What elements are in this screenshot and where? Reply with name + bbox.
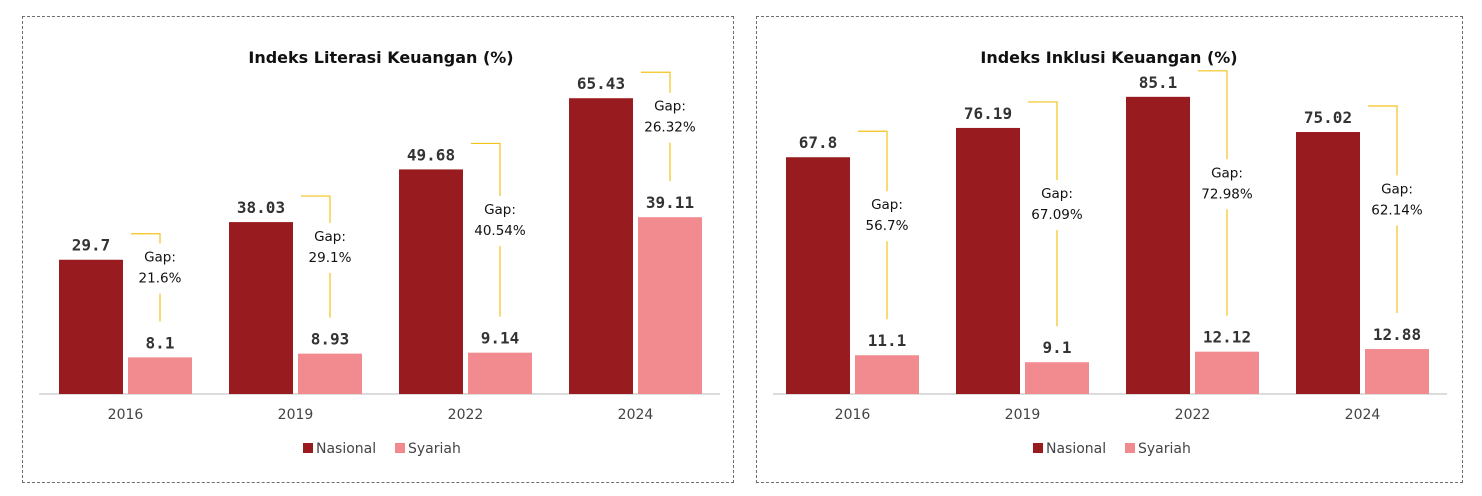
data-label-syariah-2016: 11.1 [868, 331, 907, 350]
bar-nasional-2022 [1126, 96, 1190, 395]
literasi-chart-panel: Indeks Literasi Keuangan (%) 29.7 8.1 Gap: 2… [22, 16, 734, 483]
bar-syariah-2016 [855, 355, 919, 394]
data-label-nasional-2022: 85.1 [1139, 73, 1178, 92]
legend-label-syariah: Syariah [408, 441, 461, 457]
data-label-syariah-2019: 8.93 [311, 330, 350, 349]
gap-title-2024: Gap: [1381, 182, 1413, 198]
gap-value-2016: 56.7% [866, 218, 909, 234]
legend-swatch-nasional [303, 443, 313, 453]
gap-bracket-top-2019 [301, 195, 331, 223]
bar-nasional-2022 [399, 169, 463, 394]
x-tick-label-2022: 2022 [1175, 407, 1211, 423]
bar-syariah-2024 [1365, 349, 1429, 394]
gap-title-2019: Gap: [314, 229, 346, 245]
data-label-nasional-2024: 75.02 [1304, 108, 1352, 127]
x-tick-label-2024: 2024 [1345, 407, 1381, 423]
gap-value-2022: 40.54% [474, 223, 526, 239]
legend-swatch-nasional [1033, 443, 1043, 453]
gap-title-2022: Gap: [1211, 165, 1243, 181]
x-tick-label-2016: 2016 [108, 407, 144, 423]
bar-syariah-2019 [298, 353, 362, 394]
gap-title-2022: Gap: [484, 202, 516, 218]
inklusi-chart: Indeks Inklusi Keuangan (%) 67.8 11.1 Gap: 5… [773, 48, 1447, 457]
data-label-syariah-2024: 12.88 [1373, 325, 1421, 344]
inklusi-chart-panel: Indeks Inklusi Keuangan (%) 67.8 11.1 Gap: 5… [756, 16, 1463, 483]
gap-bracket-top-2016 [858, 130, 888, 192]
gap-title-2019: Gap: [1041, 186, 1073, 202]
legend-label-nasional: Nasional [1046, 441, 1106, 457]
bar-nasional-2019 [956, 127, 1020, 394]
bar-nasional-2016 [59, 259, 123, 394]
legend-swatch-syariah [1125, 443, 1135, 453]
legend-label-syariah: Syariah [1138, 441, 1191, 457]
x-tick-label-2022: 2022 [448, 407, 484, 423]
bar-syariah-2022 [468, 352, 532, 394]
bar-nasional-2024 [569, 98, 633, 394]
gap-value-2024: 26.32% [644, 120, 696, 136]
data-label-nasional-2019: 76.19 [964, 104, 1012, 123]
gap-title-2016: Gap: [871, 197, 903, 213]
gap-title-2016: Gap: [144, 250, 176, 266]
bar-syariah-2019 [1025, 362, 1089, 394]
gap-bracket-top-2022 [471, 142, 501, 197]
x-tick-label-2019: 2019 [278, 407, 314, 423]
legend-label-nasional: Nasional [316, 441, 376, 457]
gap-bracket-top-2016 [131, 233, 161, 244]
data-label-syariah-2016: 8.1 [146, 333, 175, 352]
x-tick-label-2024: 2024 [618, 407, 654, 423]
gap-bracket-top-2024 [641, 71, 671, 93]
bar-nasional-2016 [786, 157, 850, 394]
bar-syariah-2016 [128, 357, 192, 394]
gap-title-2024: Gap: [654, 99, 686, 115]
data-label-syariah-2019: 9.1 [1043, 338, 1072, 357]
data-label-syariah-2024: 39.11 [646, 193, 694, 212]
data-label-nasional-2016: 29.7 [72, 236, 111, 255]
x-tick-label-2019: 2019 [1005, 407, 1041, 423]
x-tick-label-2016: 2016 [835, 407, 871, 423]
gap-value-2019: 29.1% [309, 250, 352, 266]
gap-bracket-top-2024 [1368, 105, 1398, 176]
gap-value-2016: 21.6% [139, 271, 182, 287]
gap-value-2022: 72.98% [1201, 186, 1253, 202]
data-label-syariah-2022: 12.12 [1203, 328, 1251, 347]
gap-bracket-top-2019 [1028, 101, 1058, 181]
bar-syariah-2022 [1195, 351, 1259, 394]
legend-swatch-syariah [395, 443, 405, 453]
data-label-nasional-2019: 38.03 [237, 198, 285, 217]
chart-title: Indeks Literasi Keuangan (%) [248, 48, 513, 67]
gap-value-2019: 67.09% [1031, 207, 1083, 223]
gap-bracket-top-2022 [1198, 70, 1228, 160]
bar-syariah-2024 [638, 217, 702, 394]
data-label-syariah-2022: 9.14 [481, 329, 520, 348]
data-label-nasional-2016: 67.8 [799, 133, 838, 152]
chart-title: Indeks Inklusi Keuangan (%) [980, 48, 1237, 67]
data-label-nasional-2024: 65.43 [577, 74, 625, 93]
bar-nasional-2024 [1296, 132, 1360, 394]
data-label-nasional-2022: 49.68 [407, 145, 455, 164]
bar-nasional-2019 [229, 222, 293, 394]
literasi-chart: Indeks Literasi Keuangan (%) 29.7 8.1 Gap: 2… [39, 48, 720, 457]
gap-value-2024: 62.14% [1371, 203, 1423, 219]
